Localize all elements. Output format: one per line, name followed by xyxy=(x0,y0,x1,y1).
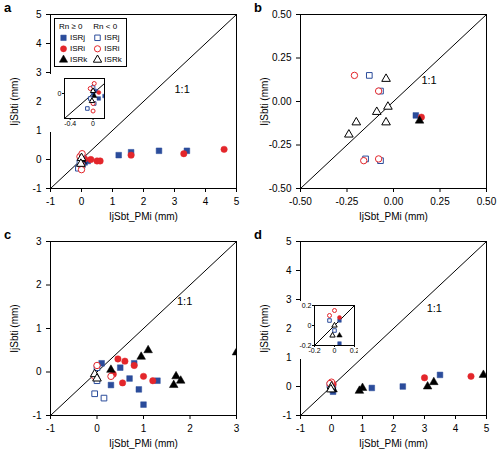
svg-text:5: 5 xyxy=(286,236,292,247)
svg-text:4: 4 xyxy=(286,265,292,276)
svg-text:0.25: 0.25 xyxy=(430,196,450,207)
svg-text:IjSbti (mm): IjSbti (mm) xyxy=(9,77,20,125)
svg-text:IjSbt_PMi (mm): IjSbt_PMi (mm) xyxy=(359,438,428,449)
svg-text:IjSbti (mm): IjSbti (mm) xyxy=(259,304,270,352)
svg-text:2: 2 xyxy=(391,423,397,434)
html-text:ISRk: ISRk xyxy=(104,54,122,64)
svg-text:-1: -1 xyxy=(296,423,305,434)
svg-text:-1: -1 xyxy=(46,423,55,434)
svg-text:-1: -1 xyxy=(33,183,42,194)
html-text:ISRj: ISRj xyxy=(70,32,86,42)
svg-text:1: 1 xyxy=(286,352,292,363)
svg-text:0: 0 xyxy=(58,90,62,97)
svg-text:0: 0 xyxy=(329,423,335,434)
svg-text:1: 1 xyxy=(141,423,147,434)
html-text:c: c xyxy=(4,227,12,242)
svg-text:2: 2 xyxy=(286,323,292,334)
svg-text:IjSbti (mm): IjSbti (mm) xyxy=(259,77,270,125)
svg-text:1: 1 xyxy=(110,196,116,207)
svg-text:-1: -1 xyxy=(283,410,292,421)
svg-text:IjSbt_PMi (mm): IjSbt_PMi (mm) xyxy=(109,211,178,222)
svg-text:0.00: 0.00 xyxy=(384,196,404,207)
svg-text:0.2: 0.2 xyxy=(350,347,358,354)
svg-text:3: 3 xyxy=(172,196,178,207)
svg-text:3: 3 xyxy=(234,423,240,434)
html-text:d: d xyxy=(254,227,262,242)
svg-text:4: 4 xyxy=(453,423,459,434)
svg-text:5: 5 xyxy=(234,196,240,207)
svg-text:IjSbt_PMi (mm): IjSbt_PMi (mm) xyxy=(359,211,428,222)
html-text:ISRi: ISRi xyxy=(104,43,120,53)
svg-text:-0.25: -0.25 xyxy=(269,139,292,150)
svg-text:-0.25: -0.25 xyxy=(336,196,359,207)
svg-text:-1: -1 xyxy=(46,196,55,207)
svg-text:1: 1 xyxy=(36,125,42,136)
svg-text:3: 3 xyxy=(286,294,292,305)
svg-text:0.50: 0.50 xyxy=(477,196,497,207)
svg-text:-0.50: -0.50 xyxy=(289,196,312,207)
svg-text:2: 2 xyxy=(141,196,147,207)
svg-text:0: 0 xyxy=(308,322,312,329)
svg-text:1:1: 1:1 xyxy=(427,302,442,314)
svg-text:0.25: 0.25 xyxy=(272,52,292,63)
html-text:ISRk: ISRk xyxy=(70,54,88,64)
svg-text:2: 2 xyxy=(36,96,42,107)
svg-text:0: 0 xyxy=(286,381,292,392)
svg-text:IjSbti (mm): IjSbti (mm) xyxy=(9,304,20,352)
svg-text:5: 5 xyxy=(36,9,42,20)
svg-text:0: 0 xyxy=(79,196,85,207)
svg-text:3: 3 xyxy=(422,423,428,434)
html-text:Rn < 0: Rn < 0 xyxy=(93,21,118,31)
svg-text:2: 2 xyxy=(36,279,42,290)
svg-text:-0.2: -0.2 xyxy=(308,347,320,354)
svg-text:0.50: 0.50 xyxy=(272,9,292,20)
svg-text:3: 3 xyxy=(36,236,42,247)
svg-text:2: 2 xyxy=(187,423,193,434)
svg-text:0: 0 xyxy=(36,366,42,377)
svg-text:4: 4 xyxy=(203,196,209,207)
html-text:b: b xyxy=(254,0,262,15)
svg-text:1:1: 1:1 xyxy=(175,83,190,95)
svg-text:0: 0 xyxy=(36,154,42,165)
svg-text:-0.50: -0.50 xyxy=(269,183,292,194)
svg-text:0.00: 0.00 xyxy=(272,96,292,107)
svg-text:1: 1 xyxy=(36,323,42,334)
svg-text:1:1: 1:1 xyxy=(177,295,192,307)
svg-text:1:1: 1:1 xyxy=(421,74,436,86)
html-text:Rn ≥ 0: Rn ≥ 0 xyxy=(59,21,83,31)
svg-text:0: 0 xyxy=(91,120,95,127)
svg-text:0: 0 xyxy=(94,423,100,434)
svg-text:3: 3 xyxy=(36,67,42,78)
svg-text:-0.4: -0.4 xyxy=(64,120,76,127)
svg-text:0: 0 xyxy=(333,347,337,354)
html-text:ISRi: ISRi xyxy=(70,43,86,53)
svg-text:0.2: 0.2 xyxy=(302,302,312,309)
svg-text:-0.2: -0.2 xyxy=(299,341,312,349)
svg-text:5: 5 xyxy=(484,423,490,434)
svg-text:1: 1 xyxy=(360,423,366,434)
svg-text:-1: -1 xyxy=(33,410,42,421)
svg-text:4: 4 xyxy=(36,38,42,49)
html-text:ISRj: ISRj xyxy=(104,32,120,42)
svg-text:IjSbt_PMi (mm): IjSbt_PMi (mm) xyxy=(109,438,178,449)
html-text:a: a xyxy=(4,0,12,15)
